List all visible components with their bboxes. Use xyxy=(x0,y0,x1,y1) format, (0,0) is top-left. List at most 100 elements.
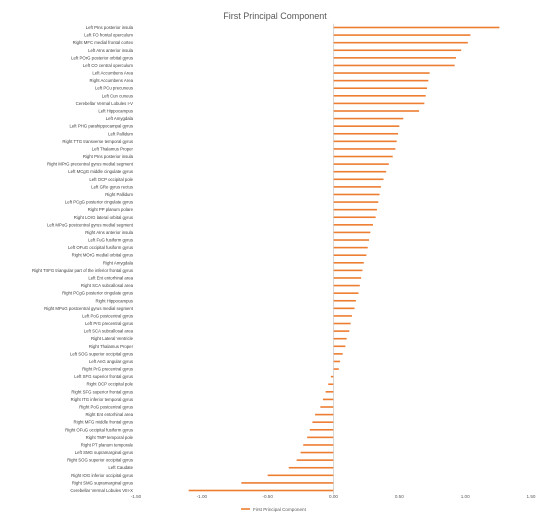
category-labels: Left PIns posterior insula Left FO fronta… xyxy=(32,25,134,493)
bar[interactable] xyxy=(188,489,334,492)
category-label: Right MOrG medial orbital gyrus xyxy=(72,253,133,258)
category-label: Left Ent entorhinal area xyxy=(88,275,133,280)
bar[interactable] xyxy=(333,360,341,363)
legend[interactable]: First Principal Component xyxy=(241,507,307,512)
bar[interactable] xyxy=(333,26,500,29)
bar[interactable] xyxy=(325,391,334,393)
category-label: Left Cun cuneus xyxy=(102,93,133,98)
bar[interactable] xyxy=(333,284,360,287)
bar[interactable] xyxy=(333,277,362,279)
bar[interactable] xyxy=(333,262,364,264)
bar[interactable] xyxy=(333,368,339,370)
bar[interactable] xyxy=(333,307,355,310)
category-label: Right AIns anterior insula xyxy=(85,230,133,235)
category-label: Right MPrG precentral gyrus medial segme… xyxy=(47,162,134,167)
bar[interactable] xyxy=(333,57,456,59)
bar[interactable] xyxy=(333,79,429,82)
bar[interactable] xyxy=(333,72,430,74)
bar[interactable] xyxy=(333,193,380,196)
category-label: Left FO frontal operculum xyxy=(84,33,133,38)
bar[interactable] xyxy=(333,178,384,181)
bar[interactable] xyxy=(300,451,334,454)
category-label: Left SOG superior occipital gyrus xyxy=(70,351,133,356)
bar[interactable] xyxy=(333,224,374,226)
bar[interactable] xyxy=(333,148,396,150)
category-label: Right PP planum polare xyxy=(88,207,134,212)
bar[interactable] xyxy=(333,102,425,105)
category-label: Right SFG superior frontal gyrus xyxy=(71,389,133,394)
bar[interactable] xyxy=(333,353,343,355)
bar[interactable] xyxy=(328,383,334,386)
bar[interactable] xyxy=(309,428,334,431)
category-label: Right LOrG lateral orbital gyrus xyxy=(74,215,133,220)
category-label: Left PCu precuneus xyxy=(95,86,133,91)
category-label: Left AnG angular gyrus xyxy=(89,359,133,364)
bar[interactable] xyxy=(333,155,393,158)
bar[interactable] xyxy=(333,322,351,325)
category-label: Right PrG precentral gyrus xyxy=(82,367,133,372)
x-tick-label: -1.50 xyxy=(131,494,142,499)
bar[interactable] xyxy=(333,117,404,120)
bar[interactable] xyxy=(333,170,387,173)
category-label: Right Hippocampus xyxy=(96,298,134,303)
category-label: Left SMG supramarginal gyrus xyxy=(75,450,133,455)
x-tick-label: -1.00 xyxy=(197,494,208,499)
bar[interactable] xyxy=(333,216,376,219)
category-label: Left PIns posterior insula xyxy=(86,25,134,30)
category-label: Left PoG postcentral gyrus xyxy=(82,313,133,318)
bar[interactable] xyxy=(333,110,420,112)
bar[interactable] xyxy=(241,482,334,484)
bar[interactable] xyxy=(320,406,334,408)
bar[interactable] xyxy=(333,254,367,256)
bar[interactable] xyxy=(333,49,462,52)
bar[interactable] xyxy=(333,87,427,90)
bar[interactable] xyxy=(333,132,399,135)
bar[interactable] xyxy=(333,125,400,127)
category-label: Left MCgG middle cingulate gyrus xyxy=(68,169,133,174)
x-tick-label: 0.00 xyxy=(329,494,338,499)
bar[interactable] xyxy=(333,186,381,188)
legend-label: First Principal Component xyxy=(253,507,307,512)
bar[interactable] xyxy=(322,398,334,401)
bar[interactable] xyxy=(333,140,397,143)
bar[interactable] xyxy=(333,269,363,272)
bar[interactable] xyxy=(296,459,334,461)
bar[interactable] xyxy=(333,330,350,332)
bar[interactable] xyxy=(330,375,334,378)
bar[interactable] xyxy=(315,413,334,416)
category-label: Right TrIFG triangular part of the infer… xyxy=(32,268,133,273)
bar[interactable] xyxy=(333,239,370,241)
bar[interactable] xyxy=(333,315,352,317)
bar[interactable] xyxy=(333,292,359,294)
category-label: Left MPoG postcentral gyrus medial segme… xyxy=(47,222,134,227)
bar[interactable] xyxy=(312,421,334,423)
category-label: Left FuG fusiform gyrus xyxy=(88,238,133,243)
bar[interactable] xyxy=(333,231,371,234)
bar[interactable] xyxy=(333,34,471,36)
bar[interactable] xyxy=(333,41,468,44)
bar[interactable] xyxy=(267,474,334,477)
category-label: Right Thalamus Proper xyxy=(89,344,134,349)
bar[interactable] xyxy=(333,64,455,67)
bar[interactable] xyxy=(333,201,379,203)
bar[interactable] xyxy=(333,163,389,165)
category-label: Left OCP occipital pole xyxy=(89,177,133,182)
bar[interactable] xyxy=(333,208,377,211)
category-label: Left AIns anterior insula xyxy=(88,48,134,53)
bar[interactable] xyxy=(333,299,356,302)
category-label: Left Accumbens Area xyxy=(92,71,133,76)
category-label: Left Hippocampus xyxy=(98,108,133,113)
bar[interactable] xyxy=(303,444,334,446)
category-label: Right SOG superior occipital gyrus xyxy=(67,458,133,463)
bar[interactable] xyxy=(333,345,346,348)
category-label: Left SCA subcallosal area xyxy=(84,329,134,334)
bar[interactable] xyxy=(307,436,334,439)
bar[interactable] xyxy=(288,466,334,469)
category-label: Left PrG precentral gyrus xyxy=(85,321,133,326)
category-label: Left GRe gyrus rectus xyxy=(91,184,133,189)
bar[interactable] xyxy=(333,246,368,249)
category-label: Right MFC medial frontal cortex xyxy=(73,40,134,45)
bar[interactable] xyxy=(333,95,426,97)
category-label: Right OCP occipital pole xyxy=(87,382,134,387)
bar[interactable] xyxy=(333,337,347,340)
